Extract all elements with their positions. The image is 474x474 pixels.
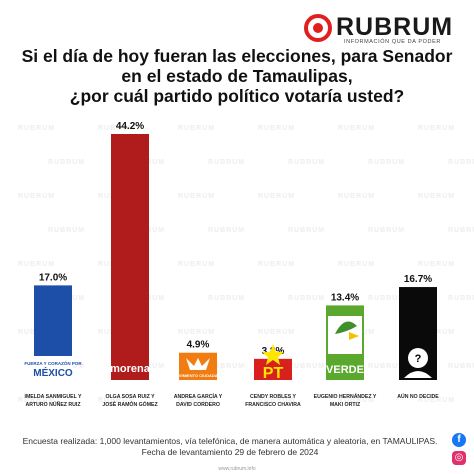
facebook-icon[interactable]: f (452, 433, 466, 447)
toucan-beak-icon (349, 332, 359, 340)
watermark: RUBRUM (258, 193, 296, 200)
watermark: RUBRUM (338, 125, 376, 132)
logo-text: ? (415, 353, 422, 365)
watermark: RUBRUM (18, 397, 56, 404)
watermark: RUBRUM (98, 125, 136, 132)
watermark: RUBRUM (258, 329, 296, 336)
watermark: RUBRUM (178, 397, 216, 404)
survey-question: Si el día de hoy fueran las elecciones, … (12, 46, 462, 106)
undecided-person-icon (408, 348, 428, 368)
pt-star-logo (262, 344, 284, 365)
brand-logo: RUBRUM INFORMACIÓN QUE DA PODER (304, 12, 464, 46)
partido-verde-logo (335, 321, 357, 334)
watermark: RUBRUM (48, 227, 86, 234)
category-label: MAKI ORTIZ (330, 402, 361, 408)
data-label: 44.2% (116, 121, 144, 132)
watermark: RUBRUM (178, 125, 216, 132)
bar (111, 134, 149, 380)
bar (254, 358, 292, 380)
data-label: 4.9% (187, 340, 210, 351)
watermark: RUBRUM (178, 193, 216, 200)
watermark: RUBRUM (208, 363, 246, 370)
watermark: RUBRUM (418, 397, 456, 404)
instagram-icon[interactable]: ◎ (452, 451, 466, 465)
survey-methodology: Encuesta realizada: 1,000 levantamientos… (22, 436, 438, 446)
watermark: RUBRUM (338, 193, 376, 200)
logo-text: PT (263, 365, 284, 382)
watermark: RUBRUM (98, 397, 136, 404)
category-label: CENDY ROBLES Y (250, 394, 296, 400)
data-label: 16.7% (404, 274, 432, 285)
watermark: RUBRUM (208, 159, 246, 166)
watermark: RUBRUM (338, 261, 376, 268)
movimiento-ciudadano-logo (186, 358, 210, 370)
watermark: RUBRUM (288, 295, 326, 302)
watermark: RUBRUM (448, 295, 474, 302)
watermark: RUBRUM (288, 363, 326, 370)
watermark: RUBRUM (208, 227, 246, 234)
watermark: RUBRUM (448, 363, 474, 370)
brand-tagline: INFORMACIÓN QUE DA PODER (344, 39, 441, 45)
watermark: RUBRUM (338, 397, 376, 404)
watermark: RUBRUM (288, 227, 326, 234)
logo-text: VERDE (326, 364, 364, 376)
watermark: RUBRUM (258, 397, 296, 404)
question-line: Si el día de hoy fueran las elecciones, … (21, 46, 453, 66)
watermark: RUBRUM (368, 295, 406, 302)
category-label: IMELDA SANMIGUEL Y (25, 394, 83, 400)
logo-text: FUERZA Y CORAZÓN POR (24, 359, 82, 366)
category-label: ARTURO NÚÑEZ RUIZ (25, 401, 81, 408)
data-label: 13.4% (331, 292, 359, 303)
question-line: en el estado de Tamaulipas, (121, 66, 353, 86)
category-label: AÚN NO DECIDE (397, 393, 439, 400)
watermark: RUBRUM (368, 159, 406, 166)
rubrum-ring-icon (304, 14, 332, 42)
watermark: RUBRUM (258, 261, 296, 268)
watermark: RUBRUM (18, 125, 56, 132)
brand-name: RUBRUM (336, 13, 454, 41)
survey-date: Fecha de levantamiento 29 de febrero de … (141, 447, 319, 457)
category-label: DAVID CORDERO (176, 402, 220, 408)
pri-pan-prd-coalition-logo (34, 356, 72, 380)
logo-background (328, 316, 362, 354)
watermark: RUBRUM (178, 329, 216, 336)
watermark: RUBRUM (448, 227, 474, 234)
logo-text: MOVIMIENTO CIUDADANO (172, 373, 223, 378)
watermark: RUBRUM (48, 159, 86, 166)
logo-text: MÉXICO (33, 366, 73, 379)
person-shoulders-icon (404, 371, 432, 378)
watermark: RUBRUM (178, 261, 216, 268)
watermark: RUBRUM (288, 159, 326, 166)
category-label: EUGENIO HERNÁNDEZ Y (314, 393, 377, 400)
watermark: RUBRUM (18, 261, 56, 268)
data-label: 17.0% (39, 272, 67, 283)
watermark: RUBRUM (418, 261, 456, 268)
watermark: RUBRUM (208, 295, 246, 302)
morena-logo: morena (110, 363, 151, 375)
category-label: ANDREA GARCÍA Y (174, 392, 223, 400)
watermark: RUBRUM (18, 193, 56, 200)
watermark: RUBRUM (418, 193, 456, 200)
watermark: RUBRUM (418, 125, 456, 132)
category-label: OLGA SOSA RUIZ Y (105, 394, 155, 400)
question-line: ¿por cuál partido político votaría usted… (69, 86, 405, 106)
website-url[interactable]: www.rubrum.info (218, 466, 256, 472)
watermark: RUBRUM (448, 159, 474, 166)
category-label: JOSÉ RAMÓN GÓMEZ (102, 400, 158, 408)
watermark: RUBRUM (368, 363, 406, 370)
watermark: RUBRUM (258, 125, 296, 132)
category-label: FRANCISCO CHAVIRA (245, 402, 301, 408)
watermark: RUBRUM (368, 227, 406, 234)
